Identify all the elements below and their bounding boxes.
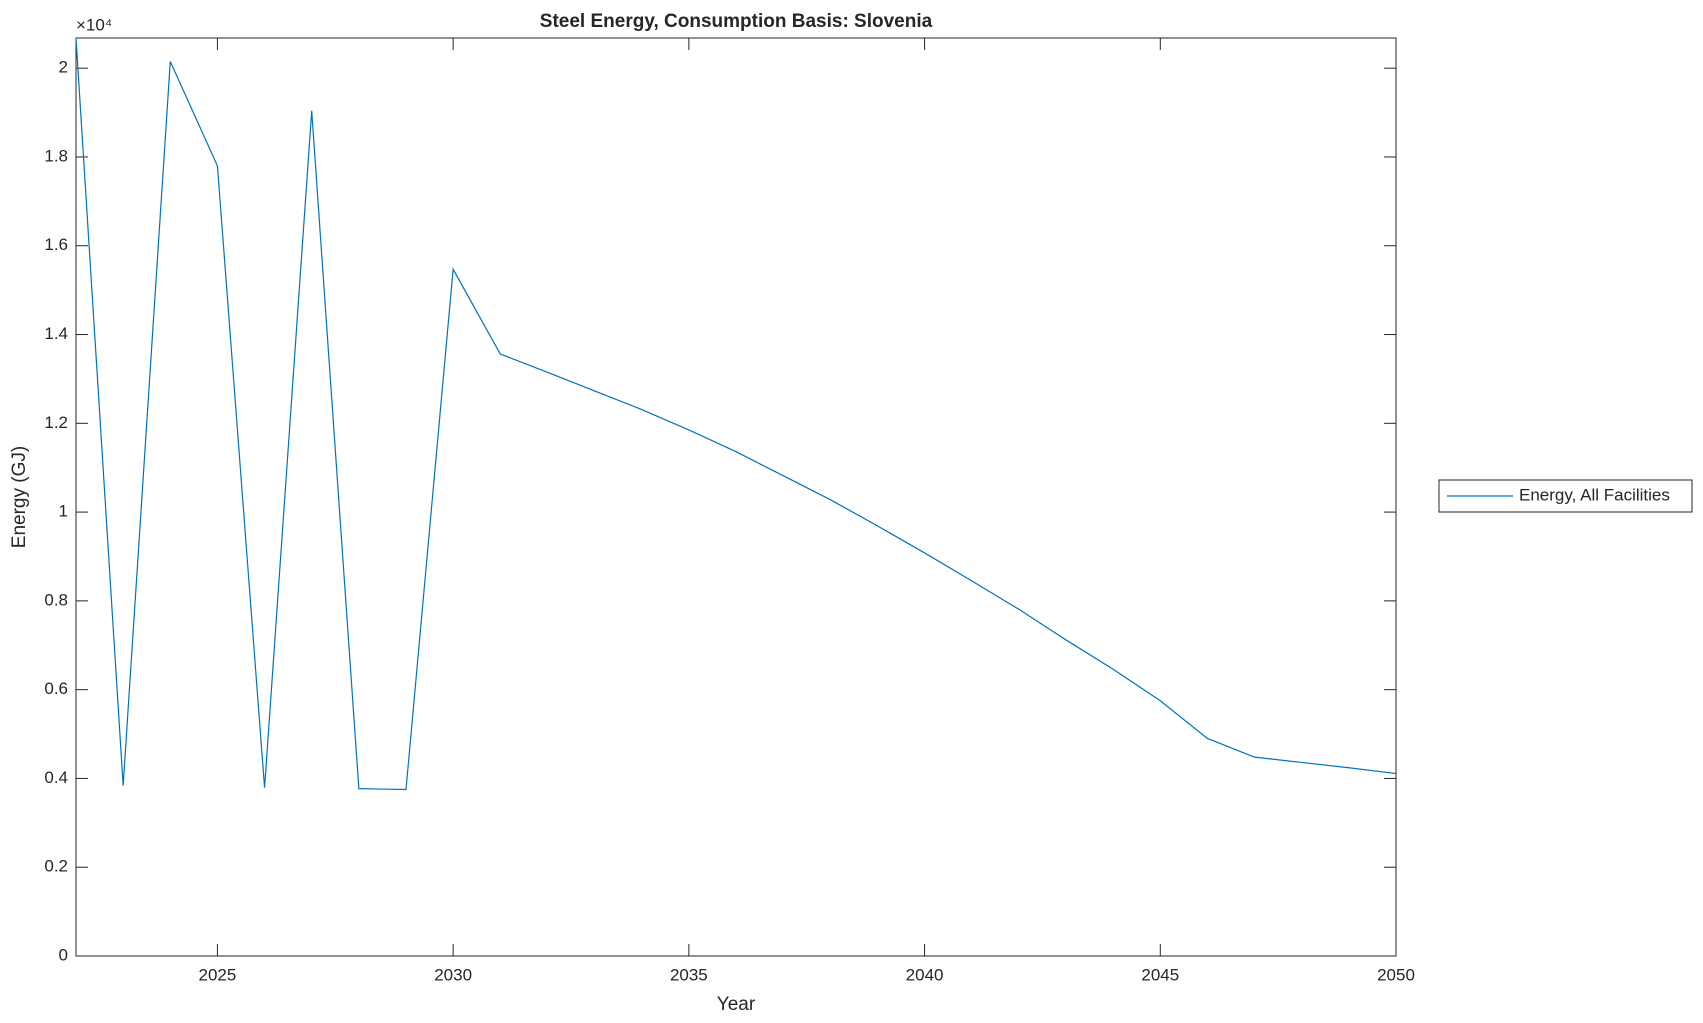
y-tick-label: 0.6 <box>44 679 68 698</box>
chart-title: Steel Energy, Consumption Basis: Sloveni… <box>540 11 933 32</box>
y-tick-label: 1.6 <box>44 235 68 254</box>
x-tick-label: 2045 <box>1141 965 1179 984</box>
y-tick-label: 0.4 <box>44 768 68 787</box>
y-tick-label: 0 <box>59 945 68 964</box>
y-multiplier: ×10⁴ <box>76 15 112 34</box>
y-tick-label: 0.2 <box>44 857 68 876</box>
y-tick-label: 1.4 <box>44 324 68 343</box>
x-tick-label: 2030 <box>434 965 472 984</box>
series-line <box>75 37 1397 791</box>
x-tick-label: 2025 <box>199 965 237 984</box>
x-tick-label: 2040 <box>906 965 944 984</box>
y-tick-label: 0.8 <box>44 590 68 609</box>
y-tick-label: 1 <box>59 502 68 521</box>
y-axis-label: Energy (GJ) <box>9 446 30 548</box>
x-tick-label: 2050 <box>1377 965 1415 984</box>
x-axis-label: Year <box>717 994 756 1015</box>
axes-box <box>75 37 1397 957</box>
legend-label: Energy, All Facilities <box>1519 485 1670 504</box>
y-tick-label: 2 <box>59 58 68 77</box>
x-tick-label: 2035 <box>670 965 708 984</box>
y-tick-label: 1.2 <box>44 413 68 432</box>
y-tick-label: 1.8 <box>44 146 68 165</box>
